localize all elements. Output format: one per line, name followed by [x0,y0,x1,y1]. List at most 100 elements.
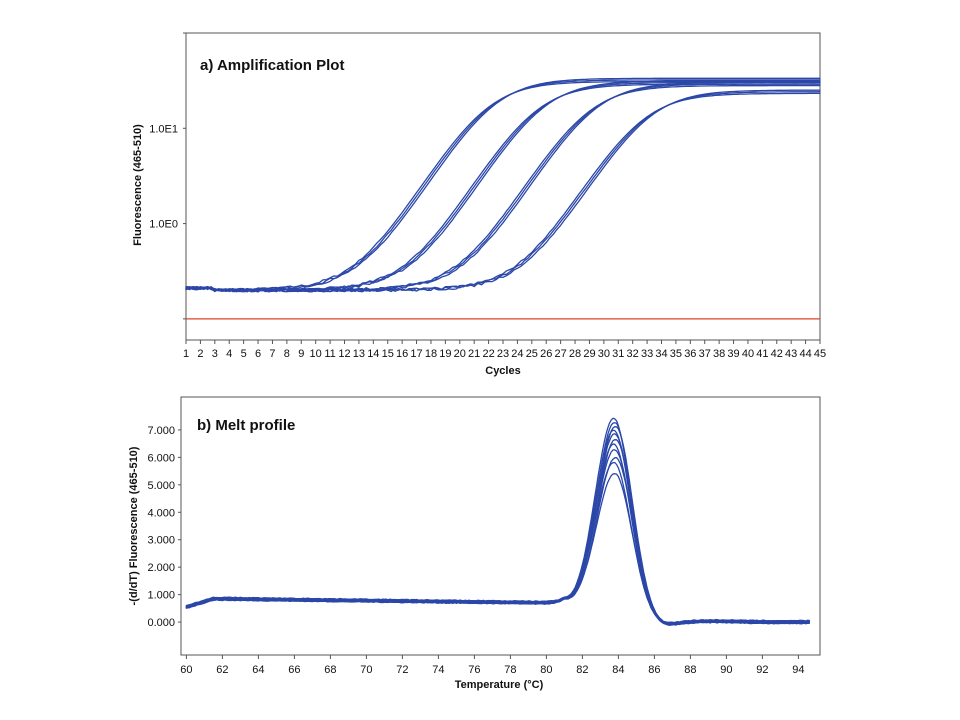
melt-curve-11 [185,473,810,624]
amp-curve-group-1-rep2 [185,79,821,293]
melt-x-ticks: 60 62 64 66 68 70 72 74 76 78 80 82 84 86 88 90 92 94 [180,655,805,676]
amp-x-tick-label: 40 [742,348,754,360]
amplification-plot: a) Amplification Plot Cycles Fluorescenc… [132,32,826,377]
amp-x-tick-label: 25 [526,348,538,360]
amp-curve-group-3-rep2 [185,83,821,293]
melt-y-tick-label: 2.000 [147,562,175,574]
amp-curve-group-1-rep3 [185,77,821,292]
amp-x-tick-label: 36 [684,348,696,360]
amp-curve-group-4-rep2 [185,91,821,293]
melt-x-tick-label: 86 [648,664,660,676]
amp-curve-group-3-rep3 [185,81,821,293]
amp-x-tick-label: 16 [396,348,408,360]
amp-x-tick-label: 2 [197,348,203,360]
melt-curve-4 [185,429,810,626]
melt-x-tick-label: 62 [216,664,228,676]
amp-plot-frame [185,32,821,341]
melt-x-tick-label: 72 [396,664,408,676]
melt-x-label: Temperature (°C) [455,679,544,691]
amp-x-tick-label: 9 [298,348,304,360]
melt-y-tick-label: 3.000 [147,535,175,547]
melt-x-tick-label: 92 [756,664,768,676]
amp-x-tick-label: 30 [598,348,610,360]
amp-x-tick-label: 33 [641,348,653,360]
melt-y-tick-label: 4.000 [147,507,175,519]
amp-x-tick-label: 41 [756,348,768,360]
melt-curve-3 [185,426,810,626]
amp-x-tick-label: 3 [212,348,218,360]
melt-x-tick-label: 88 [684,664,696,676]
amp-x-tick-label: 37 [699,348,711,360]
melt-curves [185,417,810,626]
amp-x-tick-label: 29 [583,348,595,360]
melt-profile: b) Melt profile Temperature (°C) -(d/dT)… [128,396,821,691]
amp-curve-group-4-rep3 [185,89,821,293]
melt-y-ticks: 0.000 1.000 2.000 3.000 4.000 5.000 6.000 7.000 [147,425,181,629]
amp-x-tick-label: 8 [284,348,290,360]
melt-x-tick-label: 66 [288,664,300,676]
melt-x-tick-label: 70 [360,664,372,676]
melt-x-tick-label: 84 [612,664,624,676]
melt-curve-1 [185,417,810,626]
melt-plot-frame [180,396,821,656]
amp-x-tick-label: 19 [439,348,451,360]
melt-x-tick-label: 60 [180,664,192,676]
amp-x-tick-label: 12 [338,348,350,360]
melt-curve-10 [185,461,810,624]
amp-x-tick-label: 39 [727,348,739,360]
amp-x-tick-label: 26 [540,348,552,360]
amp-x-tick-label: 14 [367,348,379,360]
amp-x-tick-label: 35 [670,348,682,360]
melt-x-tick-label: 68 [324,664,336,676]
melt-x-tick-label: 80 [540,664,552,676]
amp-x-tick-label: 10 [310,348,322,360]
amp-x-tick-label: 21 [468,348,480,360]
amp-x-ticks: 1 2 3 4 5 6 7 8 9 10 11 12 13 14 15 16 17 18 19 20 21 22 23 24 2… [183,340,826,360]
amp-x-tick-label: 20 [454,348,466,360]
amp-curve-group-3-rep1 [185,84,821,293]
amp-x-tick-label: 42 [771,348,783,360]
amp-curves [185,77,821,293]
amp-x-tick-label: 31 [612,348,624,360]
melt-x-tick-label: 90 [720,664,732,676]
amp-curve-group-2-rep1 [185,83,821,293]
amp-x-tick-label: 7 [269,348,275,360]
amp-x-tick-label: 34 [655,348,667,360]
melt-x-tick-label: 64 [252,664,264,676]
melt-x-tick-label: 94 [792,664,804,676]
amp-x-tick-label: 45 [814,348,826,360]
amp-x-tick-label: 11 [324,348,335,360]
melt-x-tick-label: 74 [432,664,444,676]
melt-y-tick-label: 1.000 [147,590,175,602]
amp-x-tick-label: 13 [353,348,365,360]
amp-x-tick-label: 28 [569,348,581,360]
amp-y-ticks: 1.0E0 1.0E1 [149,32,186,320]
amp-curve-group-4-rep1 [185,92,821,293]
melt-curve-7 [185,443,810,625]
melt-x-tick-label: 82 [576,664,588,676]
melt-y-tick-label: 5.000 [147,480,175,492]
amp-x-label: Cycles [485,365,520,377]
amp-x-tick-label: 44 [799,348,811,360]
amp-curve-group-2-rep2 [185,81,821,292]
melt-y-label: -(d/dT) Fluorescence (465-510) [128,446,140,605]
melt-curve-2 [185,422,810,626]
melt-curve-5 [185,433,810,625]
melt-x-tick-label: 76 [468,664,480,676]
amp-x-tick-label: 5 [241,348,247,360]
amp-x-tick-label: 6 [255,348,261,360]
amp-curve-group-1-rep1 [185,80,821,292]
melt-curve-6 [185,439,810,625]
melt-x-tick-label: 78 [504,664,516,676]
amp-title: a) Amplification Plot [200,57,344,74]
amp-x-tick-label: 27 [555,348,567,360]
amp-y-label: Fluorescence (465-510) [132,124,144,246]
amp-x-tick-label: 15 [382,348,394,360]
amp-x-tick-label: 22 [482,348,494,360]
amp-x-tick-label: 18 [425,348,437,360]
amp-x-tick-label: 23 [497,348,509,360]
amp-y-tick-label: 1.0E0 [149,219,178,231]
amp-x-tick-label: 24 [511,348,523,360]
amp-x-tick-label: 43 [785,348,797,360]
